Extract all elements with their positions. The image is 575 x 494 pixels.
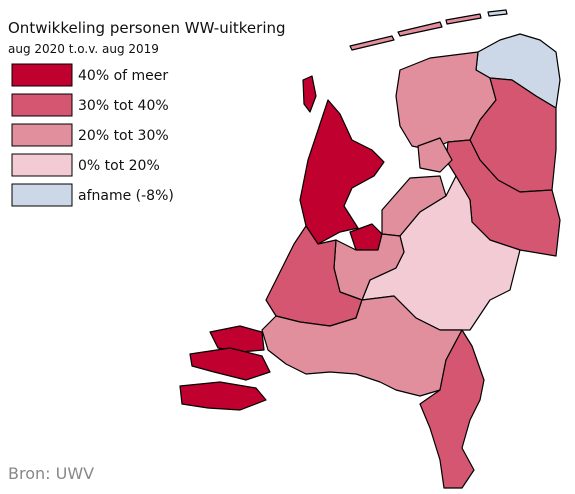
legend-swatch <box>11 183 73 207</box>
source: Bron: UWV <box>8 464 94 483</box>
map-subtitle: aug 2020 t.o.v. aug 2019 <box>8 42 159 56</box>
region <box>419 329 485 489</box>
legend: 40% of meer 30% tot 40% 20% tot 30% 0% tot … <box>11 63 174 207</box>
region <box>189 347 271 381</box>
region <box>299 99 385 245</box>
region <box>417 137 453 173</box>
legend-swatch <box>11 93 73 117</box>
island <box>397 21 443 37</box>
legend-swatch <box>11 123 73 147</box>
island <box>349 35 395 51</box>
legend-swatch <box>11 63 73 87</box>
legend-swatch <box>11 153 73 177</box>
island <box>302 75 317 113</box>
island <box>487 9 508 17</box>
map <box>179 9 561 489</box>
island <box>445 13 482 25</box>
legend-label: 40% of meer <box>78 68 168 84</box>
legend-label: afname (-8%) <box>78 188 174 204</box>
legend-label: 30% tot 40% <box>78 98 169 114</box>
region <box>209 325 265 353</box>
legend-label: 20% tot 30% <box>78 128 169 144</box>
region <box>179 381 267 411</box>
map-title: Ontwikkeling personen WW-uitkering <box>8 19 286 37</box>
legend-label: 0% tot 20% <box>78 158 160 174</box>
